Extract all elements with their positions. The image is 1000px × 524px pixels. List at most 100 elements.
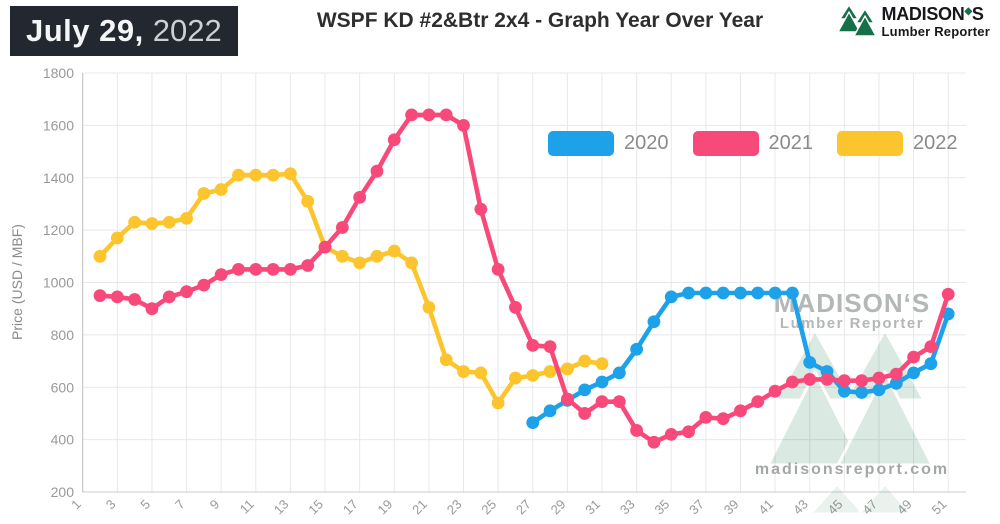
data-point [93, 289, 107, 302]
legend-swatch-2021 [692, 131, 759, 156]
data-point [439, 353, 453, 367]
data-point [457, 365, 470, 378]
x-tick-label: 33 [617, 497, 638, 518]
data-point [560, 392, 574, 406]
data-point [941, 287, 955, 301]
data-point [197, 278, 211, 292]
data-point [457, 118, 470, 132]
x-tick-label: 15 [305, 497, 326, 518]
data-point [474, 202, 488, 216]
x-tick-label: 29 [548, 497, 569, 518]
data-point [405, 256, 418, 270]
data-point [353, 190, 367, 204]
data-point [560, 393, 574, 407]
data-point [318, 240, 332, 254]
x-tick-label: 5 [137, 497, 153, 513]
data-point [543, 340, 557, 354]
data-point [353, 256, 367, 270]
data-point [318, 240, 332, 254]
data-point [699, 410, 713, 424]
legend-item-2020[interactable]: 2020 [548, 131, 669, 156]
y-tick-label: 600 [51, 379, 75, 395]
data-point [284, 167, 297, 181]
data-point [509, 300, 522, 314]
data-point [647, 315, 661, 329]
data-point [595, 375, 609, 389]
data-point [128, 215, 142, 229]
x-tick-label: 35 [652, 497, 673, 518]
data-point [664, 427, 678, 441]
date-badge: July 29, 2022 [10, 6, 238, 56]
x-tick-label: 7 [172, 497, 188, 513]
data-point [526, 416, 540, 430]
data-point [595, 395, 609, 409]
y-tick-label: 1600 [43, 117, 74, 133]
data-point [630, 424, 644, 437]
y-tick-label: 1000 [43, 275, 74, 291]
brand-text: MADISON◆S Lumber Reporter [882, 5, 990, 38]
data-point [266, 168, 280, 182]
data-point [699, 286, 713, 300]
data-point [249, 263, 263, 276]
trees-icon [836, 5, 877, 37]
data-point [422, 108, 436, 122]
data-point [370, 249, 384, 263]
data-point [214, 183, 228, 196]
legend-label: 2021 [768, 132, 814, 154]
x-tick-label: 31 [582, 497, 603, 518]
data-point [630, 342, 644, 356]
y-tick-label: 1800 [43, 65, 74, 81]
data-point [716, 412, 730, 426]
data-point [491, 263, 505, 276]
data-point [526, 338, 540, 352]
x-tick-label: 27 [513, 497, 534, 518]
data-point [491, 396, 505, 410]
data-point [664, 290, 678, 304]
data-point [612, 395, 626, 409]
legend-item-2022[interactable]: 2022 [837, 131, 958, 156]
date-label: July 29, [26, 13, 144, 48]
data-point [387, 133, 401, 147]
page-title: WSPF KD #2&Btr 2x4 - Graph Year Over Yea… [316, 9, 764, 32]
x-tick-label: 1 [68, 497, 84, 513]
legend-label: 2020 [624, 132, 669, 154]
data-point [387, 244, 401, 258]
data-point [145, 217, 159, 230]
data-point [93, 249, 107, 263]
x-tick-label: 9 [207, 497, 223, 513]
chart-legend: 2020 2021 2022 [548, 131, 958, 156]
data-point [232, 168, 245, 182]
x-tick-label: 17 [340, 497, 361, 518]
data-point [335, 249, 349, 263]
data-point [509, 371, 522, 385]
x-tick-label: 11 [237, 497, 257, 517]
data-point [543, 404, 557, 418]
brand-accent-diamond: ◆ [964, 6, 972, 17]
x-tick-label: 39 [721, 497, 742, 518]
x-tick-label: 23 [444, 497, 465, 518]
data-point [543, 365, 557, 378]
data-point [682, 286, 695, 300]
data-point [335, 221, 349, 234]
data-point [422, 300, 436, 314]
watermark: MADISON‘S Lumber Reporter madisonsreport… [755, 288, 947, 514]
data-point [578, 407, 592, 420]
watermark-url: madisonsreport.com [754, 461, 950, 478]
x-tick-label: 37 [686, 497, 707, 518]
legend-item-2021[interactable]: 2021 [692, 131, 814, 156]
y-tick-label: 200 [51, 484, 75, 500]
x-tick-label: 3 [103, 497, 119, 513]
brand-name: MADISON◆S [881, 4, 984, 24]
data-point [682, 425, 695, 439]
data-point [110, 290, 124, 304]
data-point [734, 286, 747, 300]
date-year: 2022 [152, 13, 222, 48]
data-point [474, 366, 488, 380]
x-tick-label: 19 [375, 497, 396, 518]
data-point [232, 263, 245, 276]
data-point [734, 404, 747, 418]
x-tick-label: 13 [271, 497, 292, 518]
data-point [716, 286, 730, 300]
data-point [128, 293, 142, 306]
